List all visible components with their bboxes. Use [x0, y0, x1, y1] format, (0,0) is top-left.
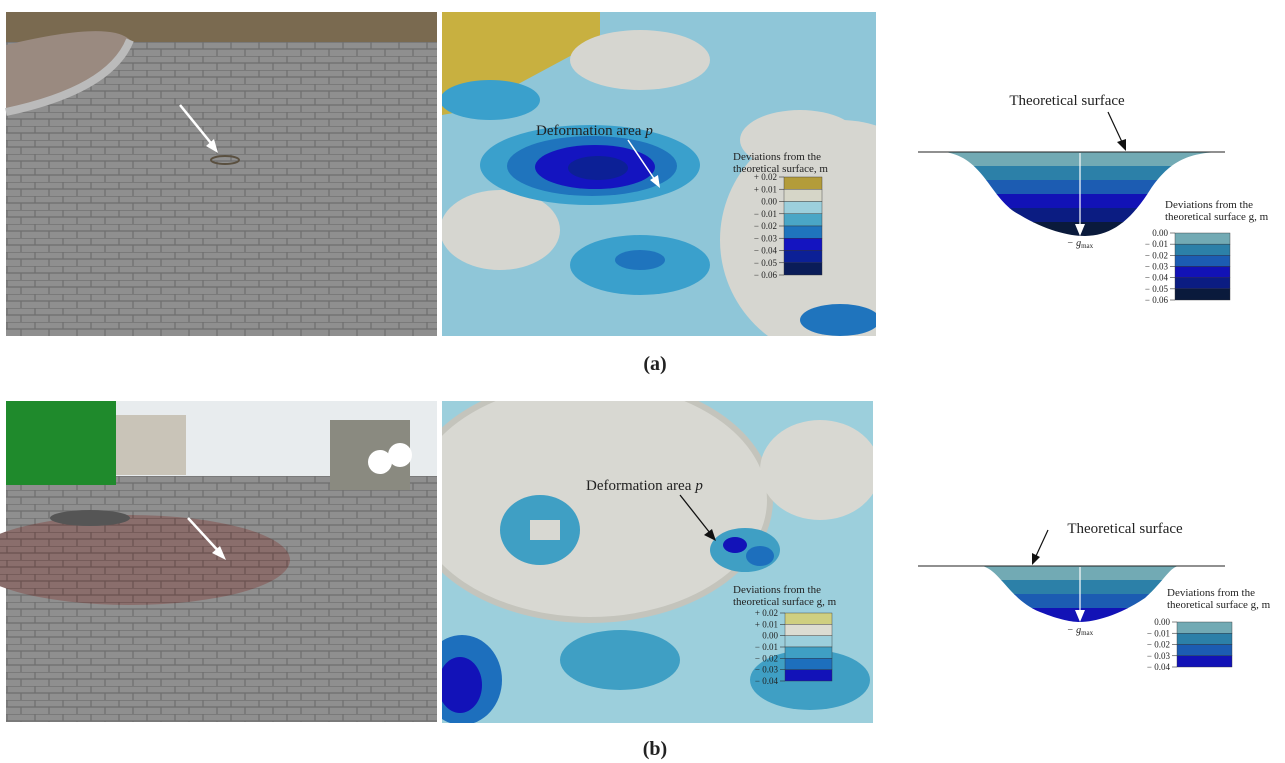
legend-label: − 0.05: [754, 258, 778, 268]
legend-title: Deviations from the: [1167, 587, 1255, 599]
legend-label: 0.00: [761, 197, 777, 207]
legend-swatch: [785, 636, 832, 647]
legend-label: − 0.03: [1147, 651, 1171, 661]
photo-a: [6, 12, 437, 336]
legend-swatch: [1175, 289, 1230, 300]
legend-title: theoretical surface g, m: [1167, 599, 1271, 611]
legend-label: − 0.04: [755, 676, 779, 686]
legend-swatch: [1175, 267, 1230, 278]
legend-swatch: [784, 202, 822, 214]
legend-swatch: [1177, 656, 1232, 667]
legend-swatch: [784, 214, 822, 226]
profile-b: Theoretical surface − gmax: [918, 521, 1228, 637]
max-label: − gmax: [1067, 238, 1094, 250]
legend-swatch: [784, 263, 822, 275]
legend-swatch: [785, 658, 832, 669]
legend-swatch: [784, 238, 822, 250]
legend-label: + 0.01: [755, 619, 778, 629]
legend-label: − 0.01: [754, 209, 777, 219]
legend-swatch: [784, 177, 822, 189]
legend-label: − 0.06: [1145, 295, 1169, 305]
legend-title: Deviations from the: [733, 151, 821, 163]
profile-a: Theoretical surface − gmax: [918, 93, 1228, 250]
legend-label: − 0.04: [754, 246, 778, 256]
legend-swatch: [784, 189, 822, 201]
profile-annotation: Theoretical surface: [1009, 93, 1125, 109]
legend-label: − 0.02: [1145, 250, 1168, 260]
profile-annotation: Theoretical surface: [1067, 521, 1183, 537]
legend-label: − 0.03: [755, 665, 779, 675]
legend-label: 0.00: [1154, 617, 1170, 627]
legend-label: − 0.02: [755, 653, 778, 663]
legend-swatch: [1175, 233, 1230, 244]
photo-b: [0, 401, 437, 722]
legend-swatch: [785, 624, 832, 635]
profile-band: [918, 180, 1228, 195]
legend-swatch: [784, 226, 822, 238]
legend-label: + 0.01: [754, 184, 777, 194]
legend-label: 0.00: [1152, 228, 1168, 238]
legend-label: − 0.01: [1145, 239, 1168, 249]
figure: Deformation areap Deformation areap Theo…: [0, 0, 1285, 763]
legend-swatch: [1175, 244, 1230, 255]
caption: (b): [643, 738, 667, 760]
legend-title: Deviations from the: [1165, 199, 1253, 211]
legend-swatch: [1175, 255, 1230, 266]
legend-label: − 0.05: [1145, 284, 1169, 294]
legend-swatch: [785, 670, 832, 681]
legend-title: theoretical surface g, m: [733, 596, 837, 608]
legend-swatch: [1177, 633, 1232, 644]
legend-swatch: [784, 251, 822, 263]
profile-band: [918, 152, 1228, 167]
legend-label: − 0.02: [1147, 640, 1170, 650]
page: {"panels":[ {"caption":"(a)", "map":{"an…: [0, 0, 1285, 763]
legend-swatch: [1175, 278, 1230, 289]
legend-label: − 0.04: [1145, 273, 1169, 283]
legend-label: − 0.04: [1147, 662, 1171, 672]
legend-swatch: [1177, 622, 1232, 633]
legend-swatch: [785, 613, 832, 624]
legend-label: − 0.01: [1147, 628, 1170, 638]
caption: (a): [643, 353, 666, 375]
legend-title: theoretical surface g, m: [1165, 211, 1269, 223]
legend-title: theoretical surface, m: [733, 163, 828, 175]
legend-swatch: [1177, 645, 1232, 656]
legend-label: − 0.02: [754, 221, 777, 231]
legend-label: + 0.02: [754, 172, 777, 182]
legend-label: + 0.02: [755, 608, 778, 618]
profile-band: [918, 566, 1228, 581]
legend-label: − 0.06: [754, 270, 778, 280]
legend-title: Deviations from the: [733, 584, 821, 596]
legend-swatch: [785, 647, 832, 658]
max-label: − gmax: [1067, 625, 1094, 637]
profile-band: [918, 166, 1228, 181]
legend-label: − 0.03: [1145, 262, 1169, 272]
map-a: [440, 12, 960, 360]
legend-label: − 0.03: [754, 233, 778, 243]
legend-label: 0.00: [762, 631, 778, 641]
legend-label: − 0.01: [755, 642, 778, 652]
